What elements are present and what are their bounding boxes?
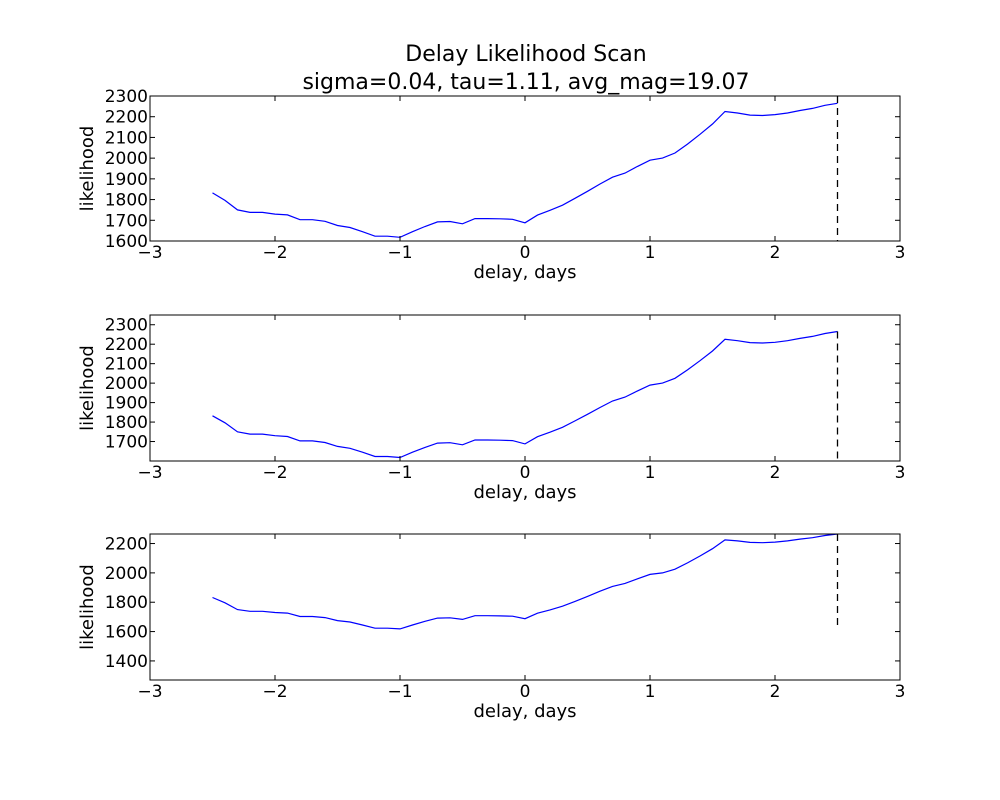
x-tick-label: 2 — [770, 682, 781, 702]
x-tick-label: 1 — [645, 243, 656, 263]
y-tick-label: 2300 — [105, 87, 148, 107]
x-tick-label: −2 — [262, 243, 287, 263]
x-tick-label: 3 — [895, 682, 906, 702]
chart-title: Delay Likelihood Scan — [405, 42, 646, 67]
y-axis-label: likelihood — [77, 345, 98, 431]
x-tick-label: −2 — [262, 463, 287, 483]
y-tick-label: 2100 — [105, 128, 148, 148]
y-tick-label: 2200 — [105, 108, 148, 128]
axes-frame — [149, 533, 901, 681]
y-tick-label: 1600 — [105, 232, 148, 252]
x-tick-label: 1 — [645, 682, 656, 702]
x-tick-label: 0 — [520, 682, 531, 702]
y-tick-label: 1800 — [105, 191, 148, 211]
y-tick-label: 2000 — [105, 564, 148, 584]
x-tick-label: −2 — [262, 682, 287, 702]
y-tick-label: 1900 — [105, 394, 148, 414]
y-tick-label: 2000 — [105, 374, 148, 394]
axes-frame — [149, 95, 901, 242]
subplots: −3 −2 −1 0 1 2 3160017001800190020002100220023… — [77, 87, 905, 722]
x-tick-label: −3 — [137, 463, 162, 483]
x-tick-label: −1 — [387, 463, 412, 483]
y-tick-label: 1600 — [105, 623, 148, 643]
subplot-1: −3 −2 −1 0 1 2 3 160017001800190020002100220023… — [77, 87, 905, 283]
likelihood-series-line — [212, 102, 838, 238]
axes-frame — [149, 314, 901, 462]
x-tick-label: 0 — [520, 463, 531, 483]
x-tick-label: 1 — [645, 463, 656, 483]
y-tick-label: 2200 — [105, 535, 148, 555]
y-tick-label: 2200 — [105, 335, 148, 355]
chart-subtitle: sigma=0.04, tau=1.11, avg_mag=19.07 — [302, 70, 749, 95]
x-tick-label: −3 — [137, 682, 162, 702]
y-axis-label: likelihood — [77, 126, 98, 212]
x-tick-label: 3 — [895, 243, 906, 263]
subplot-3: −3 −2 −1 0 1 2 3 1400 1600 1800 2000 2200 delay, day… — [77, 533, 906, 722]
y-axis-label: likelihood — [77, 564, 98, 650]
x-tick-label: −3 — [137, 243, 162, 263]
y-tick-label: 2100 — [105, 355, 148, 375]
x-tick-label: −1 — [387, 243, 412, 263]
likelihood-series-line — [212, 534, 838, 630]
x-tick-label: 2 — [770, 463, 781, 483]
x-axis-label: delay, days — [473, 482, 576, 503]
y-tick-label: 2000 — [105, 149, 148, 169]
y-tick-label: 1800 — [105, 413, 148, 433]
y-tick-label: 1700 — [105, 433, 148, 453]
x-tick-label: 3 — [895, 463, 906, 483]
x-axis-label: delay, days — [473, 701, 576, 722]
y-tick-label: 1700 — [105, 211, 148, 231]
x-tick-label: −1 — [387, 682, 412, 702]
x-tick-label: 2 — [770, 243, 781, 263]
x-tick-label: 0 — [520, 243, 531, 263]
x-axis-label: delay, days — [473, 262, 576, 283]
likelihood-series-line — [212, 330, 838, 459]
y-tick-label: 2300 — [105, 316, 148, 336]
y-tick-label: 1400 — [105, 652, 148, 672]
y-tick-label: 1800 — [105, 593, 148, 613]
y-tick-label: 1900 — [105, 170, 148, 190]
